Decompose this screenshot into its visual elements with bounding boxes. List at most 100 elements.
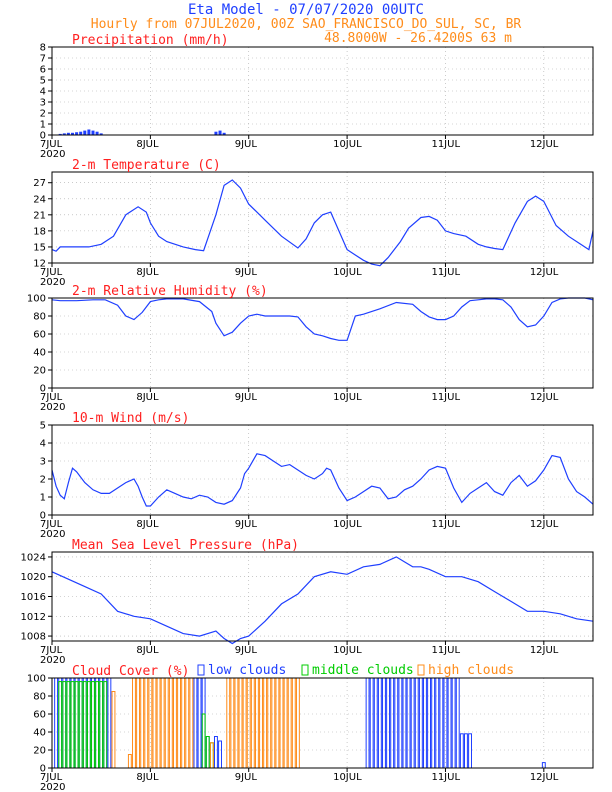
cloud-bar-high [283, 677, 288, 769]
cloud-bar-high [263, 677, 268, 769]
cloud-bar-middle [82, 681, 87, 769]
x-tick-label: 8JUL [136, 519, 159, 530]
x-tick-label: 12JUL [530, 645, 559, 656]
x-tick-label: 12JUL [530, 392, 559, 403]
x-tick-label: 11JUL [431, 139, 460, 150]
cloud-bar-low [439, 677, 444, 769]
cloud-bar-high [127, 754, 132, 769]
x-tick-label: 8JUL [136, 392, 159, 403]
cloud-bar-low [377, 677, 382, 769]
precip-bar [83, 130, 87, 135]
cloud-bar-high [164, 677, 169, 769]
cloud-bar-high [189, 677, 194, 769]
legend-swatch [301, 664, 309, 676]
x-tick-label: 8JUL [136, 139, 159, 150]
cloud-bar-high [181, 677, 186, 769]
cloud-bar-low [218, 740, 222, 769]
cloud-bar-low [386, 677, 391, 769]
x-tick-label: 10JUL [333, 519, 362, 530]
cloud-bar-high [279, 677, 284, 769]
legend-label: high clouds [428, 663, 514, 678]
x-tick-label: 12JUL [530, 772, 559, 783]
x-tick-label: 8JUL [136, 645, 159, 656]
cloud-bar-low [365, 677, 370, 769]
cloud-bar-high [226, 677, 231, 769]
wind-series-line [51, 453, 594, 507]
cloud-bar-low [197, 677, 202, 769]
cloud-bar-low [431, 677, 436, 769]
panel-rh: 0 20 40 60 80 100 7JUL2020 8JUL 9JUL 10JUL 11JUL 12… [27, 284, 594, 413]
y-tick-label: 60 [33, 710, 46, 721]
cloud-bar-high [254, 677, 259, 769]
panel-wind: 0 1 2 3 4 5 7JUL2020 8JUL 9JUL 10JUL 11JUL 12JUL 10-… [40, 411, 594, 540]
precip-bar [66, 132, 70, 135]
x-tick-label: 10JUL [333, 645, 362, 656]
cloud-bar-high [177, 677, 182, 769]
x-tick-label: 7JUL [40, 392, 63, 403]
cloud-bar-high [230, 677, 235, 769]
x-tick-year: 2020 [40, 782, 65, 792]
y-tick-label: 12 [33, 259, 46, 270]
precip-bar [99, 133, 103, 135]
x-tick-label: 11JUL [431, 392, 460, 403]
cloud-bar-middle [74, 681, 79, 769]
x-tick-label: 12JUL [530, 267, 559, 278]
x-tick-label: 7JUL [40, 772, 63, 783]
cloud-bar-middle [70, 681, 75, 769]
cloud-bar-middle [78, 681, 83, 769]
cloud-bar-high [144, 677, 149, 769]
cloud-bar-low [463, 733, 468, 769]
cloud-bar-middle [62, 681, 67, 769]
cloud-bar-high [168, 677, 173, 769]
cloud-bar-high [267, 677, 272, 769]
panel-mslp: 1008 1012 1016 1020 1024 7JUL2020 8JUL 9JUL 10JU… [21, 538, 594, 666]
panel-title: 2-m Temperature (C) [72, 158, 221, 173]
x-tick-label: 9JUL [235, 645, 258, 656]
cloud-bar-low [455, 677, 460, 769]
y-tick-label: 1020 [21, 572, 46, 583]
cloud-bar-low [447, 677, 452, 769]
legend-label: middle clouds [312, 663, 414, 678]
x-tick-year: 2020 [40, 402, 65, 413]
cloud-bar-high [287, 677, 292, 769]
rh-series-line [51, 297, 594, 341]
y-tick-label: 5 [40, 421, 46, 432]
panel-title: Cloud Cover (%) [72, 664, 189, 679]
y-tick-label: 60 [33, 330, 46, 341]
cloud-bar-middle [95, 681, 100, 769]
y-tick-label: 0 [40, 384, 46, 395]
x-tick-label: 8JUL [136, 267, 159, 278]
precip-bar [95, 131, 99, 135]
panel-title: 2-m Relative Humidity (%) [72, 284, 268, 299]
y-tick-label: 1012 [21, 612, 46, 623]
cloud-bar-low [390, 677, 395, 769]
y-tick-label: 0 [40, 764, 46, 775]
x-tick-label: 7JUL [40, 267, 63, 278]
y-tick-label: 2 [40, 109, 46, 120]
legend-swatch [417, 664, 425, 676]
coordinates-subtitle: 48.8000W - 26.4200S 63 m [324, 31, 512, 46]
x-tick-year: 2020 [40, 149, 65, 160]
precip-bar [79, 131, 83, 135]
panel-frame [51, 46, 594, 136]
cloud-bar-high [242, 677, 247, 769]
x-tick-label: 7JUL [40, 519, 63, 530]
y-tick-label: 21 [33, 210, 46, 221]
cloud-bar-high [140, 677, 145, 769]
x-tick-year: 2020 [40, 529, 65, 540]
x-tick-label: 7JUL [40, 139, 63, 150]
y-tick-label: 80 [33, 692, 46, 703]
cloud-bar-middle [58, 681, 63, 769]
cloud-bar-middle [86, 681, 91, 769]
precip-bar [91, 130, 95, 135]
cloud-bar-high [275, 677, 280, 769]
cloud-bar-middle [205, 736, 210, 769]
cloud-bar-high [132, 677, 136, 769]
cloud-bar-high [295, 677, 300, 769]
precip-bar [58, 133, 62, 135]
cloud-bar-middle [103, 681, 108, 769]
y-tick-label: 8 [40, 43, 46, 54]
y-tick-label: 40 [33, 728, 46, 739]
panel-frame [51, 551, 594, 642]
y-tick-label: 18 [33, 226, 46, 237]
